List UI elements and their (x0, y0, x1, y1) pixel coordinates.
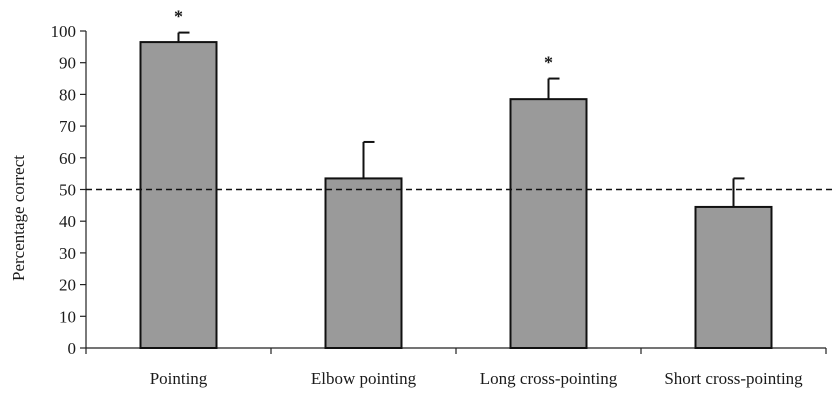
y-tick-label: 80 (59, 85, 76, 104)
bar (139, 41, 218, 349)
x-category-label: Pointing (150, 369, 208, 388)
y-tick-label: 40 (59, 212, 76, 231)
y-tick-label: 100 (51, 22, 77, 41)
bars: ** (139, 7, 773, 349)
significance-marker: * (174, 7, 183, 27)
y-tick-label: 10 (59, 307, 76, 326)
bar (324, 177, 403, 349)
significance-marker: * (544, 53, 553, 73)
y-tick-label: 50 (59, 181, 76, 200)
y-axis: 0 10 20 30 40 50 60 70 80 90 100 (51, 22, 87, 358)
x-category-label: Elbow pointing (311, 369, 417, 388)
y-tick-label: 0 (68, 339, 77, 358)
y-axis-title: Percentage correct (9, 155, 28, 281)
y-tick-label: 60 (59, 149, 76, 168)
bar (509, 98, 588, 349)
y-tick-label: 70 (59, 117, 76, 136)
y-tick-label: 90 (59, 54, 76, 73)
bar (694, 205, 773, 349)
x-category-label: Short cross-pointing (664, 369, 803, 388)
y-tick-label: 30 (59, 244, 76, 263)
y-tick-label: 20 (59, 276, 76, 295)
x-category-label: Long cross-pointing (480, 369, 618, 388)
x-axis: Pointing Elbow pointing Long cross-pointin… (85, 347, 827, 388)
